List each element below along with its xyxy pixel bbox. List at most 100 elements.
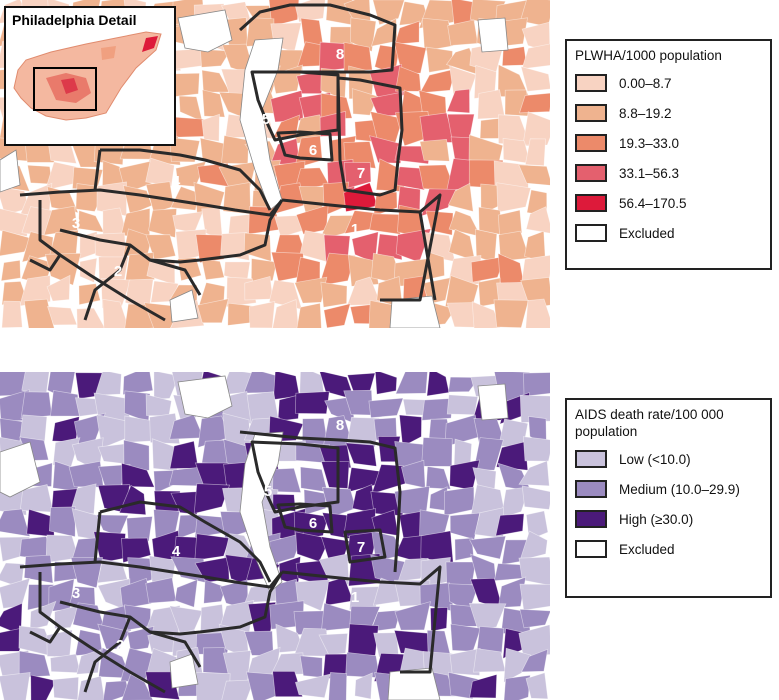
aids-tract	[119, 577, 152, 609]
plwha-tract	[0, 259, 21, 282]
plwha-legend-item: 56.4–170.5	[575, 192, 762, 214]
aids-tract	[302, 418, 329, 446]
aids-tract	[299, 372, 325, 395]
aids-tract	[203, 579, 227, 604]
aids-tract	[520, 648, 549, 673]
aids-tract	[118, 484, 147, 516]
aids-map-district-boundaries	[19, 430, 442, 694]
plwha-tract	[0, 208, 29, 237]
plwha-tract	[294, 276, 328, 304]
plwha-tract	[145, 157, 175, 187]
plwha-legend-item: 19.3–33.0	[575, 132, 762, 154]
aids-tract	[246, 671, 278, 700]
aids-tract	[519, 608, 550, 629]
aids-legend-title: AIDS death rate/100 000 population	[575, 407, 724, 439]
aids-tract	[425, 466, 452, 490]
plwha-tract	[177, 257, 202, 282]
aids-tract	[525, 672, 549, 700]
aids-tract	[519, 394, 550, 424]
aids-tract	[145, 577, 177, 604]
district-label-4: 4	[172, 543, 181, 560]
aids-tract	[328, 672, 348, 700]
plwha-tract	[268, 0, 300, 27]
plwha-legend-swatch	[575, 134, 607, 152]
aids-tract	[354, 672, 373, 700]
aids-death-rate-map-tracts	[0, 372, 550, 700]
aids-tract	[174, 579, 198, 608]
district-label-2: 2	[116, 637, 124, 654]
plwha-tract	[343, 161, 372, 190]
aids-tract	[395, 372, 428, 395]
aids-tract	[503, 674, 531, 700]
plwha-tract	[520, 65, 550, 92]
plwha-legend-label: 56.4–170.5	[619, 195, 687, 211]
plwha-tract	[174, 116, 206, 138]
plwha-tract	[77, 210, 105, 233]
aids-tract	[169, 440, 199, 469]
aids-tract	[450, 623, 482, 652]
plwha-tract	[447, 182, 474, 212]
aids-tract	[318, 632, 349, 656]
plwha-tract	[447, 19, 479, 46]
aids-tract	[0, 577, 31, 609]
plwha-tract	[19, 275, 51, 307]
district-label-6: 6	[309, 142, 317, 159]
aids-tract	[522, 436, 550, 462]
district-label-1: 1	[351, 589, 359, 606]
plwha-tract	[323, 303, 351, 328]
plwha-tract	[201, 113, 220, 142]
aids-tract	[374, 372, 398, 395]
aids-tract	[497, 576, 527, 609]
aids-tract	[20, 391, 53, 419]
aids-tract	[345, 442, 377, 467]
aids-tract	[523, 372, 550, 397]
aids-legend-item: Excluded	[575, 538, 762, 560]
aids-tract	[126, 516, 153, 542]
aids-map-district-labels: 1 2 3 4 5 6 7 8	[72, 417, 365, 654]
plwha-tract	[196, 298, 229, 324]
plwha-tract	[493, 299, 529, 328]
aids-tract	[123, 439, 150, 472]
plwha-tract	[0, 229, 32, 257]
aids-tract	[473, 437, 504, 471]
plwha-tract	[376, 233, 403, 261]
aids-tract	[469, 535, 507, 560]
plwha-tract	[200, 49, 231, 68]
plwha-tract	[524, 138, 546, 167]
aids-tract	[468, 602, 507, 631]
aids-legend-swatch	[575, 510, 607, 528]
aids-tract	[153, 372, 180, 400]
plwha-legend-item: Excluded	[575, 222, 762, 244]
aids-tract	[121, 673, 154, 700]
aids-tract	[50, 390, 80, 417]
plwha-tract	[343, 41, 373, 72]
plwha-tract	[446, 302, 477, 328]
aids-tract	[0, 672, 31, 700]
aids-tract	[70, 557, 104, 589]
plwha-tract	[46, 274, 71, 302]
aids-tract	[518, 460, 550, 487]
plwha-map-excluded-areas	[0, 9, 509, 328]
aids-tract	[30, 674, 57, 700]
plwha-legend: PLWHA/1000 population 0.00–8.7 8.8–19.2 19…	[565, 39, 772, 270]
plwha-tract	[1, 300, 23, 328]
plwha-tract	[249, 301, 276, 328]
aids-tract	[48, 506, 76, 538]
aids-tract	[294, 673, 331, 699]
aids-tract	[193, 483, 231, 514]
aids-legend-item: High (≥30.0)	[575, 508, 762, 530]
plwha-legend-label: Excluded	[619, 225, 675, 241]
aids-tract	[272, 671, 304, 698]
plwha-tract	[425, 46, 453, 73]
plwha-tract	[201, 258, 225, 281]
district-label-8: 8	[336, 417, 344, 434]
aids-tract	[495, 513, 525, 537]
aids-tract	[121, 462, 155, 488]
plwha-legend-swatch	[575, 104, 607, 122]
plwha-tract	[195, 234, 228, 264]
inset-city-outline	[13, 31, 162, 121]
district-label-4: 4	[172, 173, 181, 190]
plwha-map-district-labels: 1 2 3 4 5 6 7 8	[72, 46, 365, 280]
aids-tract	[493, 563, 523, 582]
plwha-tract	[320, 281, 348, 308]
